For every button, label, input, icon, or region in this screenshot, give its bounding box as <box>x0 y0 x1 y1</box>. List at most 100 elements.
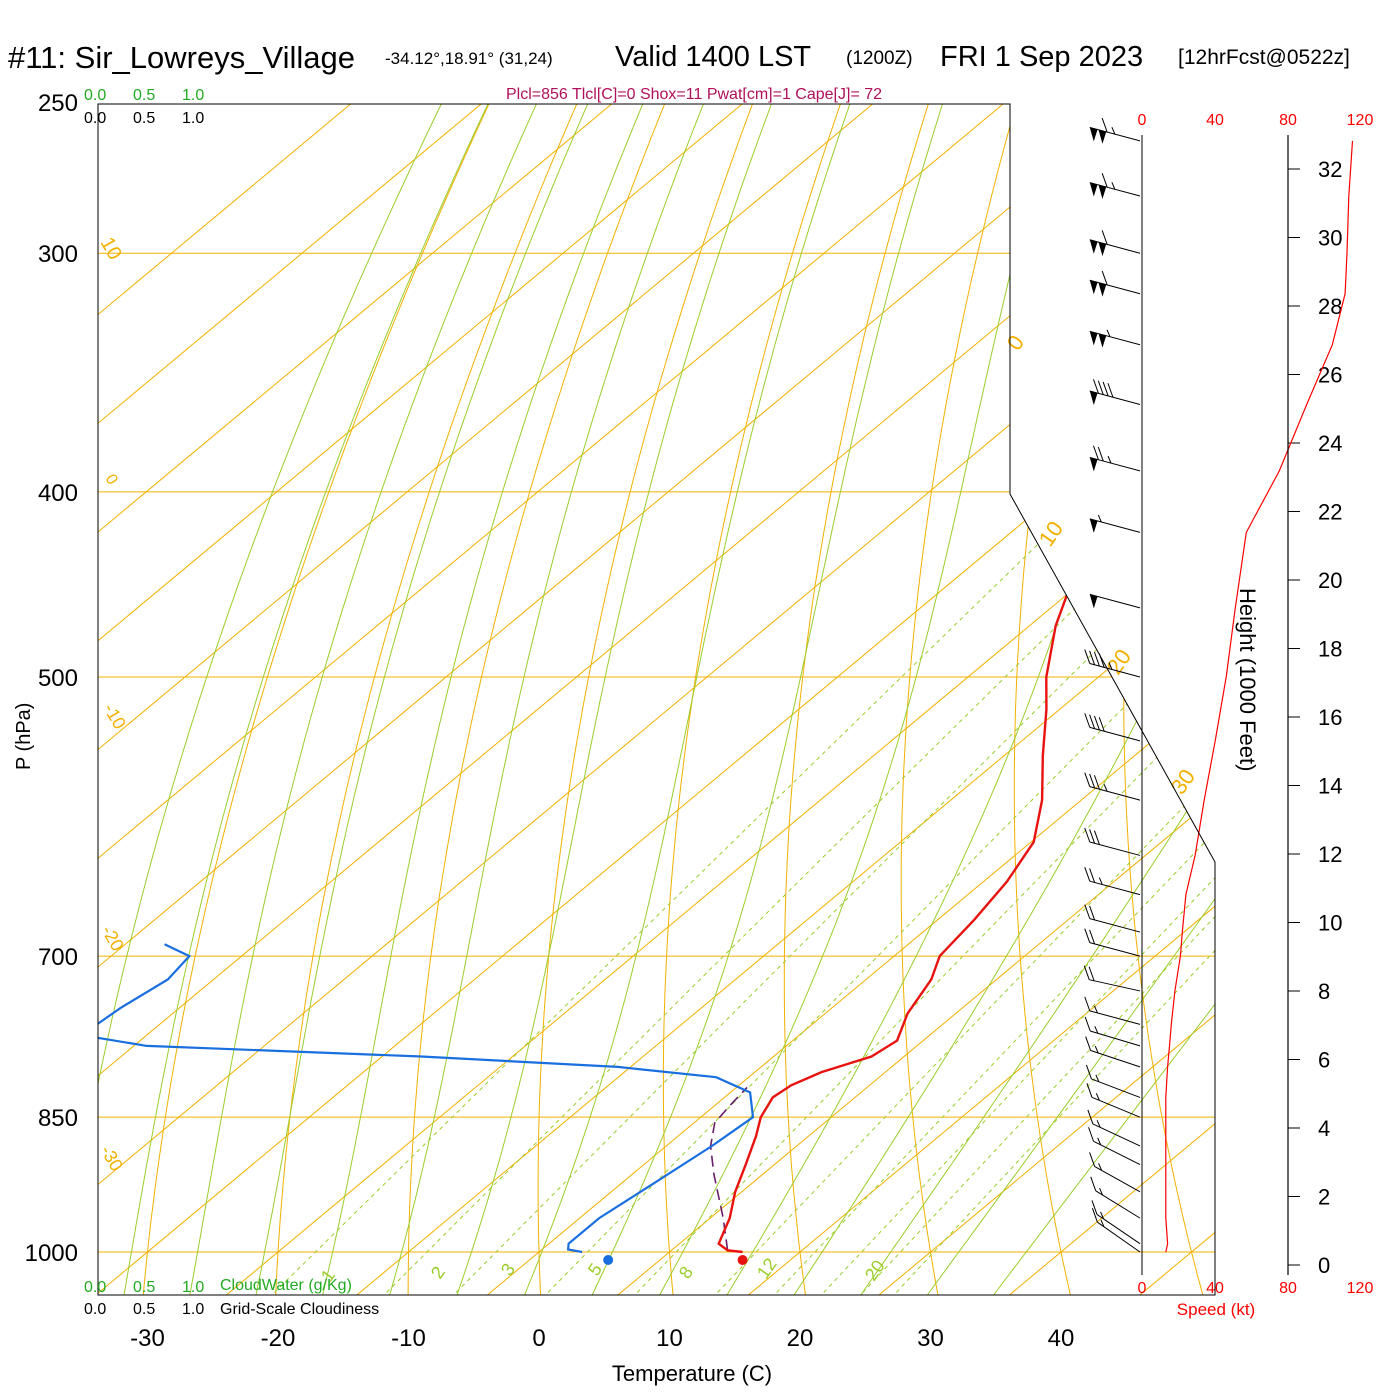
height-tick-label: 26 <box>1318 363 1342 388</box>
wind-barb-half-feather <box>1100 1211 1105 1220</box>
valid-time: Valid 1400 LST <box>615 41 811 73</box>
wind-barb-feather <box>1101 117 1108 133</box>
wind-barb-feather <box>1092 379 1099 394</box>
dry-adiabat-line <box>273 104 593 1295</box>
wind-barb-staff <box>1095 1190 1141 1219</box>
dry-adiabat-label: 0 <box>1002 330 1030 354</box>
wind-barb <box>1086 1083 1141 1118</box>
wind-barb-staff <box>1089 518 1141 533</box>
station-title: #11: Sir_Lowreys_Village <box>8 40 355 75</box>
moist-adiabat-line <box>313 104 645 1295</box>
wind-barb-feather <box>1089 714 1096 729</box>
wind-barb <box>1089 514 1141 533</box>
forecast-label: [12hrFcst@0522z] <box>1178 46 1350 69</box>
wind-barb-half-feather <box>1094 1005 1098 1014</box>
wind-barb-staff <box>1090 1050 1141 1068</box>
cloudwater-tick-2: 1.0 <box>182 87 204 104</box>
wind-barb-staff <box>1096 1214 1141 1245</box>
speed-top-tick-2: 80 <box>1279 112 1297 129</box>
height-tick-label: 14 <box>1318 774 1342 799</box>
wind-barb-pennant <box>1098 333 1107 348</box>
isotherm-line <box>313 104 1215 1295</box>
wind-barb <box>1084 1016 1141 1047</box>
moist-adiabat-line <box>508 104 852 1295</box>
temperature-tick-label: -30 <box>130 1325 165 1352</box>
dry-adiabat-line <box>900 104 1027 1295</box>
dry-adiabat-label: -30 <box>97 1142 127 1175</box>
isotherm-line <box>98 104 1215 1295</box>
wind-barb-staff <box>1091 1096 1141 1118</box>
wind-barb-feather <box>1090 1176 1097 1192</box>
dry-adiabat-line <box>662 104 854 1295</box>
wind-barb-staff <box>1089 979 1141 992</box>
wind-barb-pennant <box>1089 182 1098 197</box>
wind-barb <box>1084 867 1141 896</box>
isotherm-lines <box>98 104 1215 1295</box>
wind-barb-feather <box>1087 1109 1094 1125</box>
height-tick-label: 24 <box>1318 431 1342 456</box>
mixing-ratio-line <box>386 491 1194 1293</box>
wind-barb-pennant <box>1098 242 1107 257</box>
wind-barb-half-feather <box>1097 1137 1102 1146</box>
wind-barb-staff <box>1091 1078 1141 1098</box>
isotherm-line <box>704 104 1215 1295</box>
wind-barb-pennant <box>1089 280 1098 295</box>
wind-barb <box>1084 713 1141 742</box>
wind-barb-feather <box>1092 445 1099 460</box>
mixing-ratio-line <box>896 491 1215 1293</box>
cloudiness-foot-tick-1: 0.5 <box>133 1301 155 1318</box>
wind-barb-feather <box>1089 868 1096 883</box>
wind-barb-pennant <box>1089 127 1098 142</box>
wind-barb-half-feather <box>1098 877 1103 885</box>
moist-adiabat-line <box>247 104 589 1295</box>
wind-barb-feather <box>1088 1127 1095 1142</box>
wind-barb <box>1091 1200 1141 1245</box>
valid-zulu: (1200Z) <box>846 48 913 69</box>
wind-barb-half-feather <box>1097 514 1102 523</box>
isotherm-line <box>182 104 1215 1295</box>
isotherm-line <box>98 104 786 1295</box>
mixing-ratio-label: 12 <box>753 1254 781 1282</box>
wind-barb-half-feather <box>1094 1045 1099 1054</box>
wind-barb-feather <box>1102 381 1109 397</box>
wind-barb-staff <box>1089 279 1141 295</box>
height-tick-label: 10 <box>1318 911 1342 936</box>
pressure-tick-label: 300 <box>38 241 78 268</box>
wind-barb-half-feather <box>1095 1074 1100 1082</box>
height-tick-label: 30 <box>1318 226 1342 251</box>
station-coords: -34.12°,18.91° (31,24) <box>385 49 553 68</box>
wind-barb-feather <box>1107 383 1114 398</box>
wind-barb-staff <box>1093 1140 1141 1166</box>
wind-barb-staff <box>1089 239 1141 254</box>
moist-adiabat-line <box>835 104 1215 1295</box>
cloudwater-tick-0: 0.0 <box>84 87 106 104</box>
wind-barb-feather <box>1097 380 1104 395</box>
height-tick-label: 8 <box>1318 979 1330 1004</box>
wind-barb-feather <box>1088 966 1095 981</box>
temperature-tick-label: 10 <box>656 1325 683 1352</box>
wind-barb <box>1084 996 1141 1025</box>
moist-adiabat-line <box>98 104 443 1295</box>
height-tick-label: 28 <box>1318 294 1342 319</box>
mixing-ratio-lines <box>274 491 1215 1293</box>
dry-adiabat-label: 0 <box>102 472 121 488</box>
wind-barb-feather <box>1084 1016 1091 1032</box>
wind-barb-feather <box>1085 1064 1092 1080</box>
wind-barb-pennant <box>1089 239 1098 254</box>
wind-barb <box>1089 1152 1141 1193</box>
wind-barb-feather <box>1097 446 1104 462</box>
wind-barb-feather <box>1089 773 1096 789</box>
wind-barb <box>1084 772 1141 801</box>
wind-barb-pennant <box>1098 184 1107 199</box>
wind-barb <box>1089 230 1141 257</box>
speed-axis-title: Speed (kt) <box>1177 1300 1255 1319</box>
wind-barb-staff <box>1089 1010 1141 1025</box>
moist-adiabat-line <box>182 104 538 1295</box>
moist-adiabat-line <box>443 104 773 1295</box>
temperature-tick-label: -10 <box>391 1325 426 1352</box>
wind-barb-half-feather <box>1099 1187 1104 1196</box>
wind-barb-staff <box>1089 918 1141 933</box>
isotherm-line <box>98 104 1177 1295</box>
valid-date: FRI 1 Sep 2023 <box>940 41 1143 73</box>
wind-barb-feather <box>1084 867 1091 882</box>
